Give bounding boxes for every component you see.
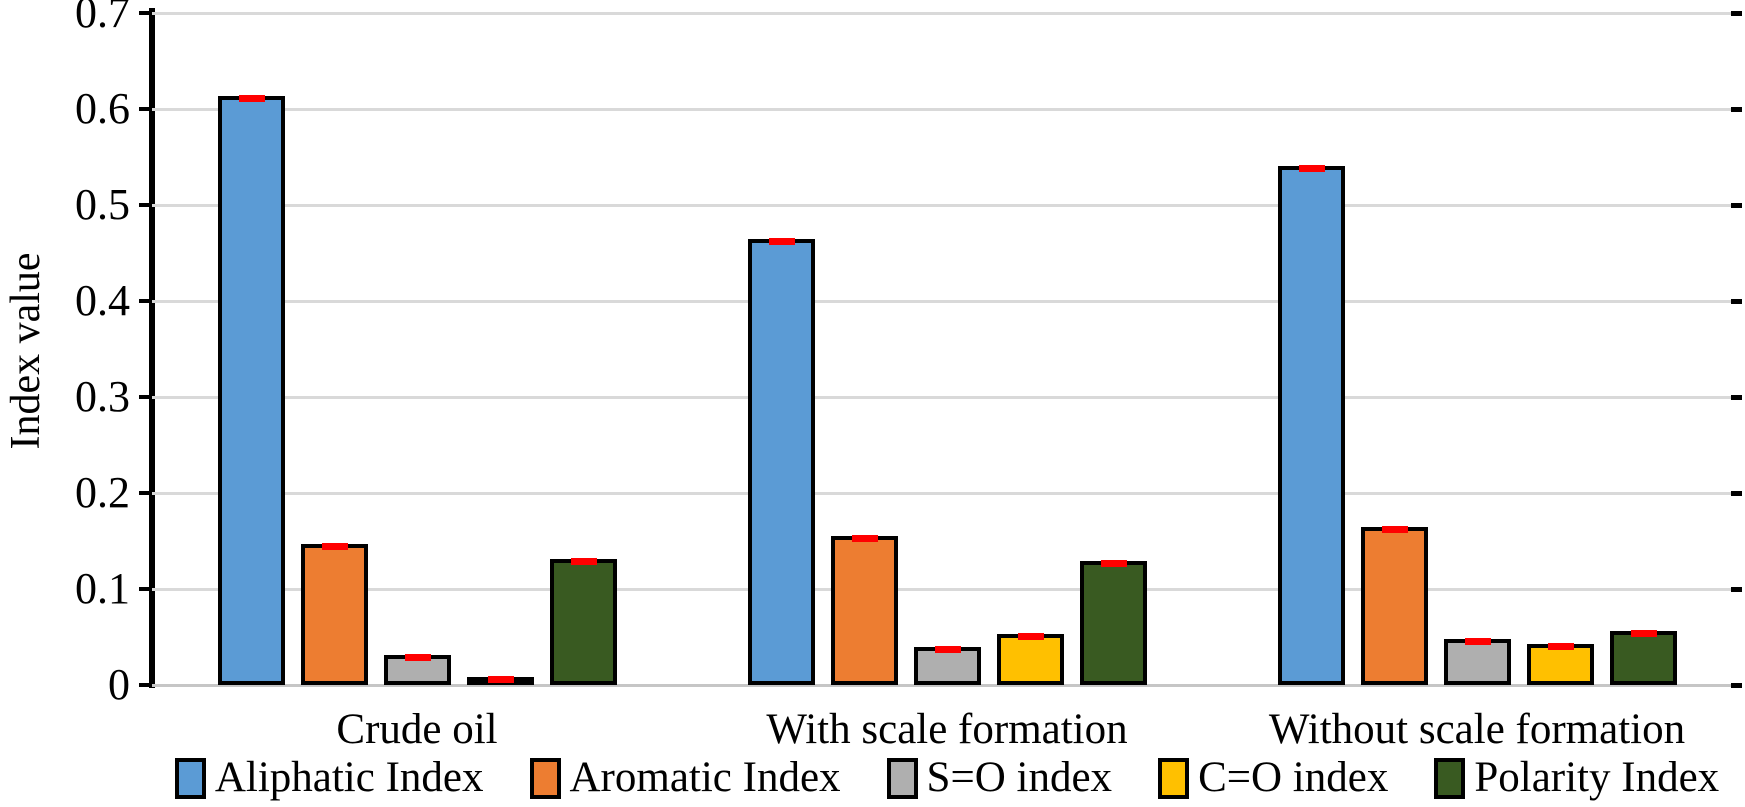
category-label-with-scale-formation: With scale formation bbox=[766, 706, 1128, 753]
right-edge-tick-mark bbox=[1731, 11, 1742, 16]
bar-aliphatic-index-without-scale-formation bbox=[1278, 165, 1345, 685]
y-tick-label-0.1: 0.1 bbox=[75, 564, 130, 613]
y-axis-tick-mark bbox=[139, 683, 151, 687]
error-bar-cap bbox=[321, 543, 348, 550]
error-bar-cap bbox=[1464, 638, 1491, 645]
bar-s-o-index-without-scale-formation bbox=[1444, 638, 1511, 685]
right-edge-tick-mark bbox=[1731, 683, 1742, 688]
y-tick-label-0.2: 0.2 bbox=[75, 468, 130, 517]
error-bar-cap bbox=[768, 238, 795, 245]
bar-polarity-index-without-scale-formation bbox=[1610, 630, 1677, 685]
y-axis-tick-mark bbox=[139, 107, 151, 111]
bar-s-o-index-crude-oil bbox=[384, 654, 451, 685]
error-bar-cap bbox=[1547, 643, 1574, 650]
legend: Aliphatic Index Aromatic Index S=O index C=… bbox=[152, 751, 1742, 805]
error-bar-cap bbox=[570, 558, 597, 565]
y-tick-label-0: 0 bbox=[108, 660, 130, 709]
right-edge-tick-mark bbox=[1731, 491, 1742, 496]
bar-aliphatic-index-crude-oil bbox=[218, 95, 285, 685]
legend-item-s-o-index: S=O index bbox=[886, 754, 1113, 802]
bar-aliphatic-index-with-scale-formation bbox=[748, 238, 815, 685]
gridline-0.7 bbox=[152, 12, 1742, 15]
legend-item-c-o-index: C=O index bbox=[1158, 754, 1388, 802]
legend-swatch-icon bbox=[1434, 757, 1466, 799]
right-edge-tick-mark bbox=[1731, 395, 1742, 400]
y-axis-tick-mark bbox=[139, 203, 151, 207]
bar-s-o-index-with-scale-formation bbox=[914, 646, 981, 685]
error-bar-cap bbox=[238, 95, 265, 102]
error-bar-cap bbox=[1630, 630, 1657, 637]
y-tick-label-0.7: 0.7 bbox=[75, 0, 130, 37]
bar-c-o-index-without-scale-formation bbox=[1527, 643, 1594, 685]
bar-aromatic-index-with-scale-formation bbox=[831, 535, 898, 685]
gridline-0.2 bbox=[152, 492, 1742, 495]
category-label-crude-oil: Crude oil bbox=[336, 706, 498, 753]
gridline-0 bbox=[152, 684, 1742, 687]
right-edge-tick-mark bbox=[1731, 299, 1742, 304]
legend-item-polarity-index: Polarity Index bbox=[1434, 754, 1719, 802]
error-bar-cap bbox=[851, 535, 878, 542]
bar-c-o-index-crude-oil bbox=[467, 676, 534, 685]
legend-swatch-icon bbox=[529, 757, 561, 799]
legend-label: C=O index bbox=[1198, 754, 1389, 801]
bar-aromatic-index-crude-oil bbox=[301, 543, 368, 685]
bar-aromatic-index-without-scale-formation bbox=[1361, 526, 1428, 685]
y-tick-label-0.5: 0.5 bbox=[75, 180, 130, 229]
y-axis-tick-mark bbox=[139, 587, 151, 591]
right-edge-tick-mark bbox=[1731, 203, 1742, 208]
legend-item-aromatic-index: Aromatic Index bbox=[529, 754, 841, 802]
y-tick-label-0.3: 0.3 bbox=[75, 372, 130, 421]
y-axis-tick-mark bbox=[139, 299, 151, 303]
legend-label: Aliphatic Index bbox=[214, 754, 484, 801]
legend-swatch-icon bbox=[886, 757, 918, 799]
legend-item-aliphatic-index: Aliphatic Index bbox=[174, 754, 484, 802]
error-bar-cap bbox=[1100, 560, 1127, 567]
bar-c-o-index-with-scale-formation bbox=[997, 633, 1064, 685]
gridline-0.3 bbox=[152, 396, 1742, 399]
legend-swatch-icon bbox=[174, 757, 206, 799]
error-bar-cap bbox=[934, 646, 961, 653]
gridline-0.4 bbox=[152, 300, 1742, 303]
legend-label: S=O index bbox=[926, 754, 1113, 801]
y-axis-tick-mark bbox=[139, 11, 151, 15]
gridline-0.6 bbox=[152, 108, 1742, 111]
y-axis-title: Index value bbox=[3, 252, 49, 450]
right-edge-tick-mark bbox=[1731, 107, 1742, 112]
legend-label: Polarity Index bbox=[1474, 754, 1720, 801]
gridline-0.1 bbox=[152, 588, 1742, 591]
error-bar-cap bbox=[1381, 526, 1408, 533]
legend-swatch-icon bbox=[1158, 757, 1190, 799]
y-tick-label-0.6: 0.6 bbox=[75, 84, 130, 133]
category-label-without-scale-formation: Without scale formation bbox=[1268, 706, 1686, 753]
bar-polarity-index-with-scale-formation bbox=[1080, 560, 1147, 685]
error-bar-cap bbox=[404, 654, 431, 661]
error-bar-cap bbox=[1017, 633, 1044, 640]
error-bar-cap bbox=[487, 676, 514, 683]
legend-label: Aromatic Index bbox=[569, 754, 841, 801]
y-axis-tick-mark bbox=[139, 395, 151, 399]
gridline-0.5 bbox=[152, 204, 1742, 207]
y-axis-tick-mark bbox=[139, 491, 151, 495]
y-tick-label-0.4: 0.4 bbox=[75, 276, 130, 325]
bar-polarity-index-crude-oil bbox=[550, 558, 617, 685]
y-axis-line bbox=[149, 8, 155, 688]
right-edge-tick-mark bbox=[1731, 587, 1742, 592]
error-bar-cap bbox=[1298, 165, 1325, 172]
